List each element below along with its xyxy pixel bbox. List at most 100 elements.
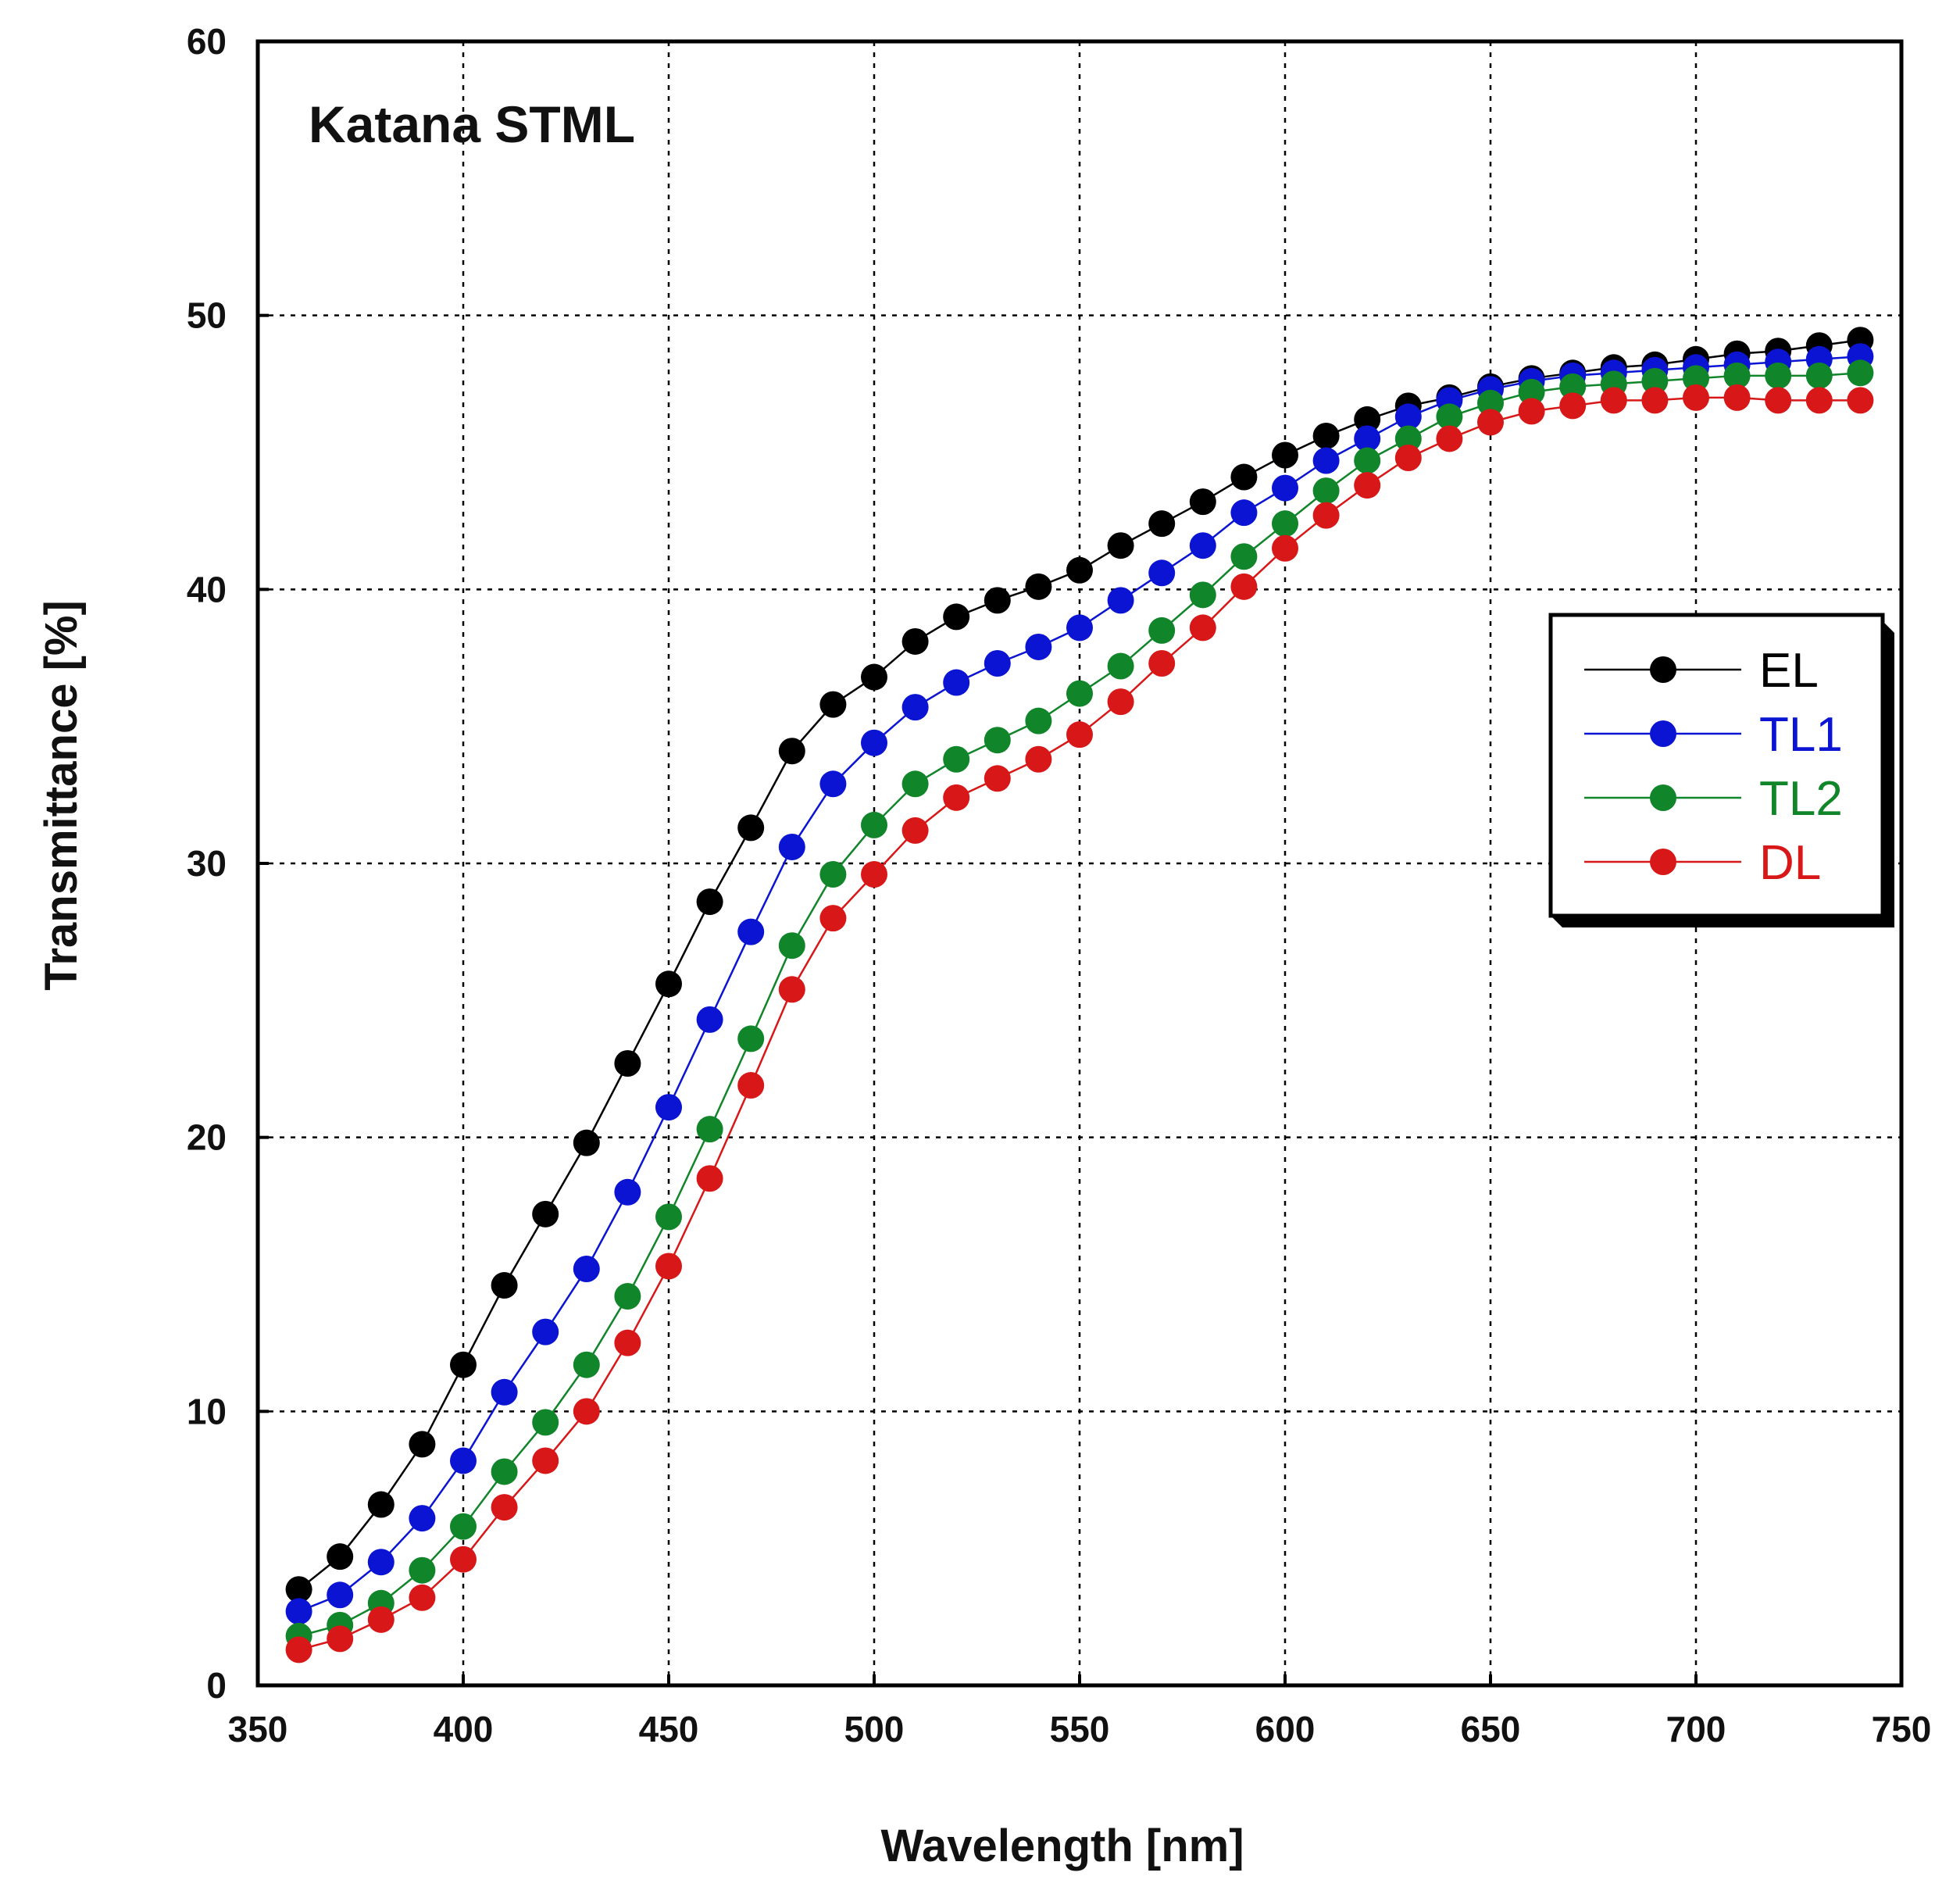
legend-item-tl2: TL2 [1584, 772, 1843, 826]
x-tick-label: 700 [1666, 1709, 1726, 1749]
data-point [532, 1318, 559, 1345]
data-point [943, 784, 970, 811]
data-point [943, 669, 970, 696]
data-point [367, 1491, 394, 1518]
data-point [861, 861, 887, 888]
data-point [1600, 387, 1627, 414]
data-point [1518, 378, 1545, 406]
data-point [984, 587, 1011, 614]
data-point [901, 694, 929, 721]
data-point [491, 1272, 518, 1299]
legend-marker [1650, 720, 1676, 747]
data-point [1189, 488, 1216, 516]
data-point [614, 1329, 641, 1356]
data-point [1230, 573, 1258, 600]
data-point [1066, 614, 1093, 641]
data-point [901, 817, 929, 844]
data-point [450, 1546, 477, 1573]
data-point [450, 1351, 477, 1378]
data-point [1394, 403, 1422, 431]
data-point [532, 1447, 559, 1474]
data-point [1230, 543, 1258, 570]
data-point [819, 861, 847, 888]
data-point [1148, 650, 1176, 677]
data-point [614, 1283, 641, 1310]
data-point [943, 745, 970, 773]
data-point [327, 1581, 354, 1609]
chart-title: Katana STML [309, 95, 635, 153]
y-tick-label: 30 [187, 843, 227, 884]
data-point [1394, 425, 1422, 452]
x-tick-label: 650 [1461, 1709, 1521, 1749]
data-point [1272, 510, 1298, 538]
data-point [1107, 587, 1134, 614]
data-point [737, 1072, 765, 1099]
x-axis-label: Wavelength [nm] [880, 1821, 1244, 1871]
data-point [737, 814, 765, 842]
data-point [1312, 477, 1340, 505]
data-point [696, 1165, 723, 1192]
data-point [861, 663, 887, 691]
data-point [1436, 425, 1463, 452]
data-point [327, 1625, 354, 1653]
data-point [901, 627, 929, 655]
y-axis-label: Transmittance [%] [36, 600, 87, 991]
data-point [655, 1203, 682, 1231]
data-point [409, 1584, 436, 1611]
data-point [1847, 387, 1874, 414]
data-point [1354, 472, 1381, 499]
data-point [696, 888, 723, 916]
legend-label: DL [1759, 836, 1821, 890]
data-point [491, 1378, 518, 1406]
data-point [655, 1253, 682, 1280]
data-point [1107, 532, 1134, 559]
legend-item-dl: DL [1584, 836, 1821, 890]
data-point [901, 770, 929, 798]
data-point [1354, 406, 1381, 433]
legend-item-el: EL [1584, 644, 1819, 698]
data-point [409, 1556, 436, 1584]
y-tick-label: 0 [206, 1665, 227, 1706]
data-point [327, 1543, 354, 1571]
data-point [1477, 389, 1504, 416]
x-axis: 350 400 450 500 550 600 650 700 750 [228, 1674, 1931, 1749]
y-axis: 0 10 20 30 40 50 60 [187, 21, 269, 1706]
series-dl [285, 384, 1874, 1664]
data-point [573, 1351, 600, 1378]
data-point [1272, 441, 1298, 469]
data-point [1312, 502, 1340, 529]
legend-marker [1650, 656, 1676, 683]
legend-label: EL [1759, 644, 1819, 698]
data-point [1559, 392, 1587, 420]
data-point [778, 976, 805, 1003]
data-point [1723, 362, 1751, 389]
data-point [1189, 532, 1216, 559]
data-point [1477, 409, 1504, 436]
data-point [409, 1505, 436, 1532]
data-point [1847, 359, 1874, 387]
data-point [861, 811, 887, 838]
data-point [655, 970, 682, 998]
y-tick-label: 50 [187, 295, 227, 336]
data-point [1436, 403, 1463, 431]
data-point [367, 1606, 394, 1633]
data-point [1641, 367, 1669, 395]
data-point [819, 770, 847, 798]
data-point [573, 1129, 600, 1156]
data-point [1518, 398, 1545, 425]
data-point [861, 729, 887, 756]
data-point [1641, 387, 1669, 414]
data-point [1312, 447, 1340, 474]
data-point [285, 1576, 312, 1603]
y-tick-label: 60 [187, 21, 227, 62]
y-tick-label: 20 [187, 1117, 227, 1158]
x-tick-label: 400 [434, 1709, 494, 1749]
x-tick-label: 550 [1050, 1709, 1110, 1749]
x-tick-label: 500 [844, 1709, 905, 1749]
data-point [737, 1025, 765, 1052]
data-point [1312, 422, 1340, 449]
data-point [532, 1409, 559, 1436]
data-point [491, 1458, 518, 1485]
data-point [1765, 362, 1792, 389]
data-point [1272, 534, 1298, 562]
